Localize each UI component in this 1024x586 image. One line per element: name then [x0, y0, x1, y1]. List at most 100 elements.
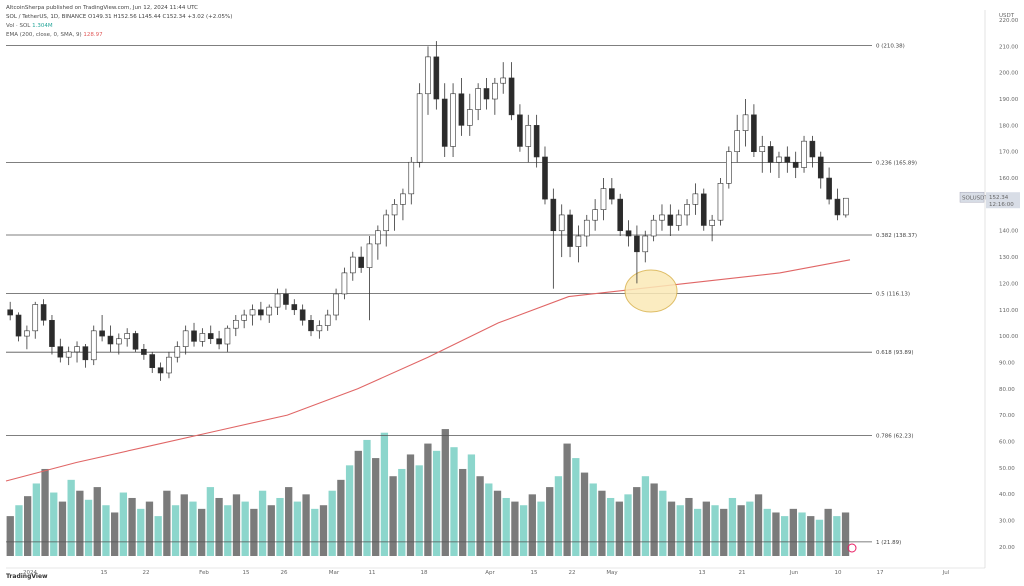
candle-body[interactable]: [508, 77, 515, 116]
ema-legend[interactable]: EMA (200, close, 0, SMA, 9) 128.97: [6, 31, 232, 40]
candle-body[interactable]: [726, 151, 732, 184]
candle-body[interactable]: [99, 330, 105, 337]
candle-body[interactable]: [391, 204, 398, 216]
candle-body[interactable]: [90, 330, 97, 361]
tradingview-logo[interactable]: TradingView: [6, 573, 48, 580]
candle-body[interactable]: [550, 198, 557, 232]
candle-body[interactable]: [517, 114, 523, 147]
candle-body[interactable]: [174, 346, 181, 358]
candle-body[interactable]: [425, 56, 431, 95]
candle-body[interactable]: [617, 198, 624, 232]
candle-body[interactable]: [191, 330, 197, 342]
candle-body[interactable]: [283, 293, 289, 305]
candle-body[interactable]: [709, 219, 715, 226]
candle-body[interactable]: [207, 333, 214, 340]
candle-body[interactable]: [333, 293, 339, 316]
candle-body[interactable]: [843, 197, 849, 216]
ema-200-line[interactable]: [5, 259, 851, 482]
candle-body[interactable]: [249, 309, 256, 316]
candle-body[interactable]: [483, 88, 490, 100]
candle-body[interactable]: [634, 235, 640, 253]
candle-body[interactable]: [224, 327, 231, 345]
candle-body[interactable]: [40, 304, 47, 321]
candle-body[interactable]: [291, 304, 298, 311]
candle-body[interactable]: [801, 140, 807, 168]
candle-body[interactable]: [600, 188, 607, 210]
candle-body[interactable]: [408, 161, 415, 195]
candle-body[interactable]: [57, 346, 64, 358]
candle-body[interactable]: [32, 304, 39, 332]
candle-body[interactable]: [817, 156, 824, 179]
symbol-line[interactable]: SOL / TetherUS, 1D, BINANCE O149.31 H152…: [6, 14, 233, 20]
candle-body[interactable]: [199, 333, 206, 342]
volume-legend[interactable]: Vol · SOL 1.304M: [6, 22, 232, 31]
candle-body[interactable]: [375, 230, 381, 245]
candle-body[interactable]: [216, 338, 222, 345]
candle-body[interactable]: [49, 319, 55, 347]
candle-body[interactable]: [583, 219, 590, 237]
candle-body[interactable]: [116, 338, 122, 345]
candle-body[interactable]: [157, 367, 164, 374]
alert-icon[interactable]: [847, 543, 857, 553]
symbol-tag[interactable]: [959, 191, 985, 203]
candle-body[interactable]: [433, 56, 440, 100]
candle-body[interactable]: [792, 161, 799, 168]
candle-body[interactable]: [500, 77, 507, 84]
candle-body[interactable]: [717, 183, 724, 221]
candle-body[interactable]: [642, 235, 649, 253]
candle-body[interactable]: [416, 93, 423, 163]
candle-body[interactable]: [458, 93, 465, 126]
candle-body[interactable]: [734, 130, 740, 153]
candle-body[interactable]: [366, 243, 373, 268]
candle-body[interactable]: [24, 330, 30, 337]
candle-body[interactable]: [441, 98, 448, 147]
candle-body[interactable]: [65, 351, 72, 358]
candle-body[interactable]: [533, 125, 540, 158]
candle-body[interactable]: [751, 114, 757, 153]
candle-body[interactable]: [784, 156, 791, 163]
candle-body[interactable]: [466, 109, 473, 126]
candle-body[interactable]: [575, 235, 582, 247]
candle-body[interactable]: [324, 314, 331, 326]
candle-body[interactable]: [767, 146, 774, 163]
candle-body[interactable]: [450, 93, 456, 147]
candle-body[interactable]: [316, 325, 323, 332]
candle-body[interactable]: [349, 256, 356, 274]
candle-body[interactable]: [149, 354, 156, 369]
candle-body[interactable]: [809, 140, 816, 158]
candle-body[interactable]: [400, 193, 406, 205]
candle-body[interactable]: [525, 125, 532, 147]
candle-body[interactable]: [826, 177, 832, 200]
candle-body[interactable]: [274, 293, 281, 308]
candle-body[interactable]: [776, 156, 782, 163]
candle-body[interactable]: [567, 214, 573, 247]
candle-body[interactable]: [684, 204, 690, 216]
candle-body[interactable]: [609, 188, 615, 200]
candle-body[interactable]: [166, 356, 172, 374]
candle-body[interactable]: [258, 309, 264, 316]
candle-body[interactable]: [124, 333, 130, 340]
candle-body[interactable]: [834, 198, 841, 216]
candle-body[interactable]: [542, 156, 548, 200]
candle-body[interactable]: [625, 230, 632, 237]
candle-body[interactable]: [308, 319, 314, 332]
candle-body[interactable]: [659, 214, 665, 221]
candle-body[interactable]: [675, 214, 682, 226]
candle-body[interactable]: [650, 219, 657, 237]
candle-body[interactable]: [182, 330, 189, 347]
candle-body[interactable]: [266, 306, 273, 316]
candle-body[interactable]: [492, 82, 498, 100]
candle-body[interactable]: [15, 314, 22, 337]
candle-body[interactable]: [232, 319, 239, 329]
candle-body[interactable]: [383, 214, 390, 232]
candle-body[interactable]: [7, 309, 13, 316]
candle-body[interactable]: [358, 256, 364, 268]
candle-body[interactable]: [141, 348, 147, 355]
candle-body[interactable]: [692, 193, 699, 205]
candle-body[interactable]: [700, 193, 707, 226]
last-price-tag[interactable]: [986, 192, 1020, 209]
candle-body[interactable]: [241, 314, 247, 321]
candle-body[interactable]: [742, 114, 749, 131]
candle-body[interactable]: [341, 272, 348, 295]
